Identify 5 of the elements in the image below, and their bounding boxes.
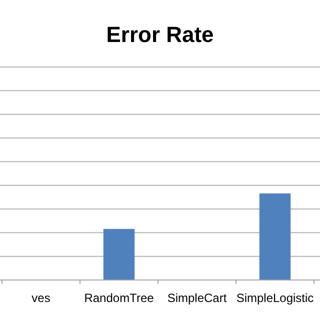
x-tick-label: ves	[32, 291, 50, 305]
x-tick-label: RandomTree	[84, 291, 154, 305]
x-tick-label: SimpleCart	[167, 291, 228, 305]
x-tick-label: SimpleLogistic	[236, 291, 314, 305]
chart-title: Error Rate	[106, 22, 214, 47]
